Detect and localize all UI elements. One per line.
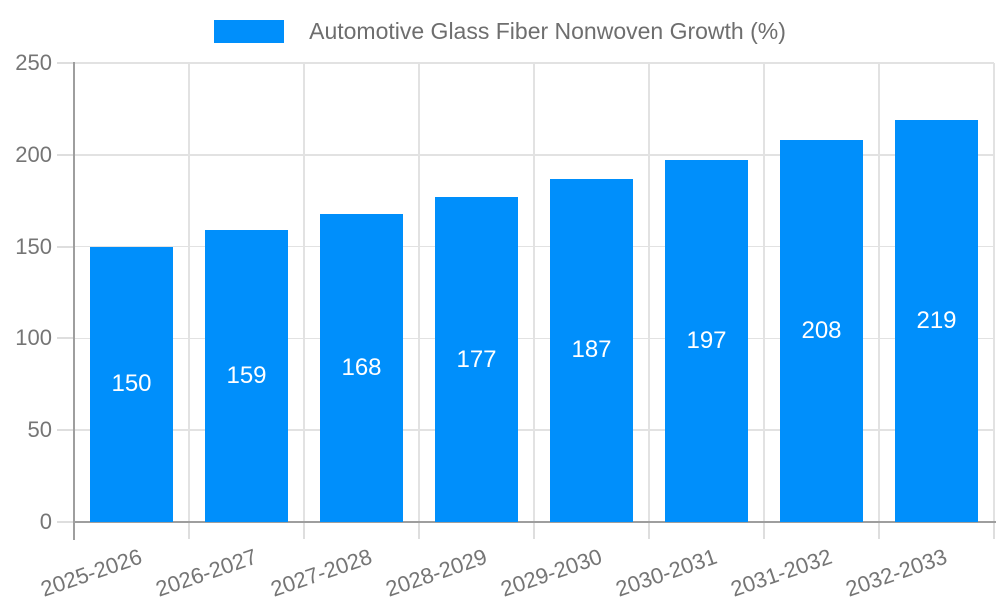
bar[interactable]: 187 (550, 178, 633, 522)
x-gridline (188, 63, 190, 522)
bar[interactable]: 197 (665, 160, 748, 522)
x-tick (533, 522, 535, 539)
bar-value-label: 159 (226, 362, 267, 390)
y-axis-line (73, 62, 75, 540)
x-tick (303, 522, 305, 539)
bar[interactable]: 168 (320, 213, 403, 522)
bar-value-label: 150 (111, 370, 152, 398)
x-gridline (878, 63, 880, 522)
y-tick (57, 337, 74, 340)
x-tick-label: 2029-2030 (497, 543, 606, 600)
x-tick (878, 522, 880, 539)
x-tick-label: 2027-2028 (267, 543, 376, 600)
y-tick (57, 521, 74, 523)
bar[interactable]: 150 (90, 246, 173, 522)
x-tick (648, 522, 650, 539)
y-tick (57, 429, 74, 432)
bar-value-label: 177 (456, 345, 497, 373)
bar[interactable]: 159 (205, 230, 288, 522)
x-gridline (648, 63, 650, 522)
y-tick-label: 0 (39, 509, 52, 534)
bar[interactable]: 208 (780, 140, 863, 522)
x-tick (418, 522, 420, 539)
chart-legend: Automotive Glass Fiber Nonwoven Growth (… (0, 18, 1000, 45)
x-tick (188, 522, 190, 539)
x-gridline (303, 63, 305, 522)
y-tick-label: 200 (15, 141, 52, 167)
x-tick-label: 2026-2027 (152, 543, 261, 600)
bar-value-label: 219 (916, 306, 957, 334)
x-tick-label: 2030-2031 (612, 543, 721, 600)
bar[interactable]: 177 (435, 197, 518, 522)
x-tick-label: 2028-2029 (382, 543, 491, 600)
bar-value-label: 208 (801, 317, 842, 345)
bar-value-label: 187 (571, 336, 612, 364)
x-tick (993, 522, 995, 539)
bar-value-label: 168 (341, 353, 382, 381)
y-tick (57, 62, 74, 64)
legend-swatch-icon (214, 20, 285, 43)
bar[interactable]: 219 (895, 119, 978, 522)
x-gridline (993, 63, 995, 522)
x-tick (763, 522, 765, 539)
x-gridline (418, 63, 420, 522)
y-tick-label: 150 (15, 233, 52, 259)
legend-label: Automotive Glass Fiber Nonwoven Growth (… (309, 18, 786, 44)
legend-item[interactable]: Automotive Glass Fiber Nonwoven Growth (… (214, 18, 786, 45)
y-tick-label: 100 (15, 325, 52, 351)
y-tick (57, 245, 74, 248)
y-tick-label: 250 (15, 50, 52, 75)
y-tick-label: 50 (27, 417, 52, 443)
x-tick-label: 2032-2033 (842, 543, 951, 600)
x-tick-label: 2025-2026 (37, 543, 146, 600)
y-tick (57, 153, 74, 156)
x-axis-line (73, 521, 996, 523)
x-gridline (533, 63, 535, 522)
x-gridline (763, 63, 765, 522)
x-tick-label: 2031-2032 (727, 543, 836, 600)
bar-value-label: 197 (686, 327, 727, 355)
